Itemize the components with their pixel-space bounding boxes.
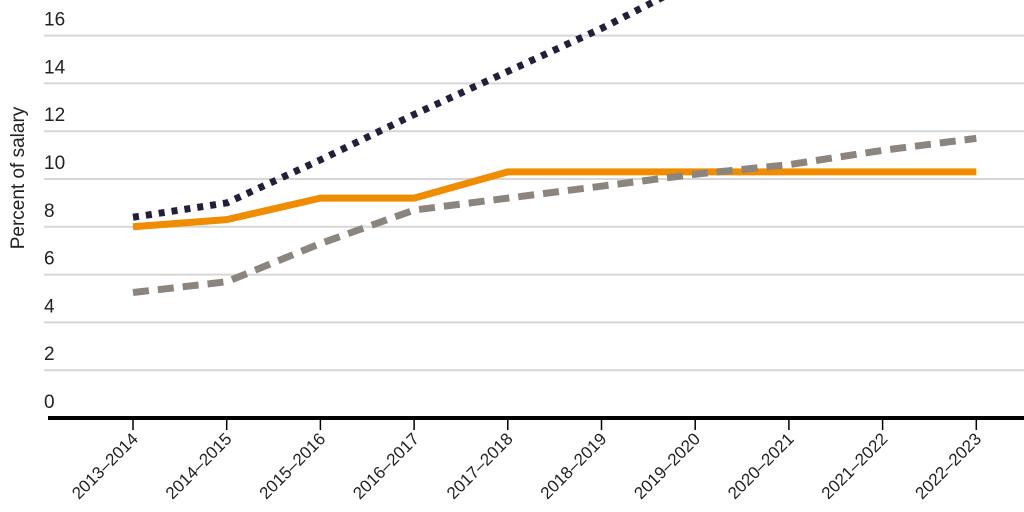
- series-line-dotted: [132, 0, 665, 221]
- x-tick-label: 2013–2014: [68, 429, 142, 503]
- x-tick-label: 2016–2017: [349, 429, 423, 503]
- series-line-solid: [132, 168, 977, 231]
- y-tick-label: 6: [44, 249, 55, 270]
- y-tick-label: 10: [44, 153, 65, 174]
- x-tick-label: 2022–2023: [912, 429, 986, 503]
- x-tick-label: 2014–2015: [162, 429, 236, 503]
- y-tick-label: 16: [44, 10, 65, 31]
- y-tick-label: 8: [44, 201, 55, 222]
- series-line-dashed: [132, 134, 977, 297]
- y-tick-label: 4: [44, 296, 55, 317]
- x-tick-label: 2018–2019: [537, 429, 611, 503]
- y-tick-label: 14: [44, 57, 66, 78]
- x-tick-label: 2019–2020: [630, 429, 704, 503]
- x-tick-label: 2021–2022: [818, 429, 892, 503]
- y-tick-label: 2: [44, 344, 55, 365]
- x-tick-label: 2017–2018: [443, 429, 517, 503]
- y-tick-label: 0: [44, 392, 55, 413]
- x-tick-label: 2020–2021: [724, 429, 798, 503]
- y-axis-label: Percent of salary: [8, 106, 29, 249]
- y-tick-label: 12: [44, 105, 65, 126]
- x-tick-label: 2015–2016: [256, 429, 330, 503]
